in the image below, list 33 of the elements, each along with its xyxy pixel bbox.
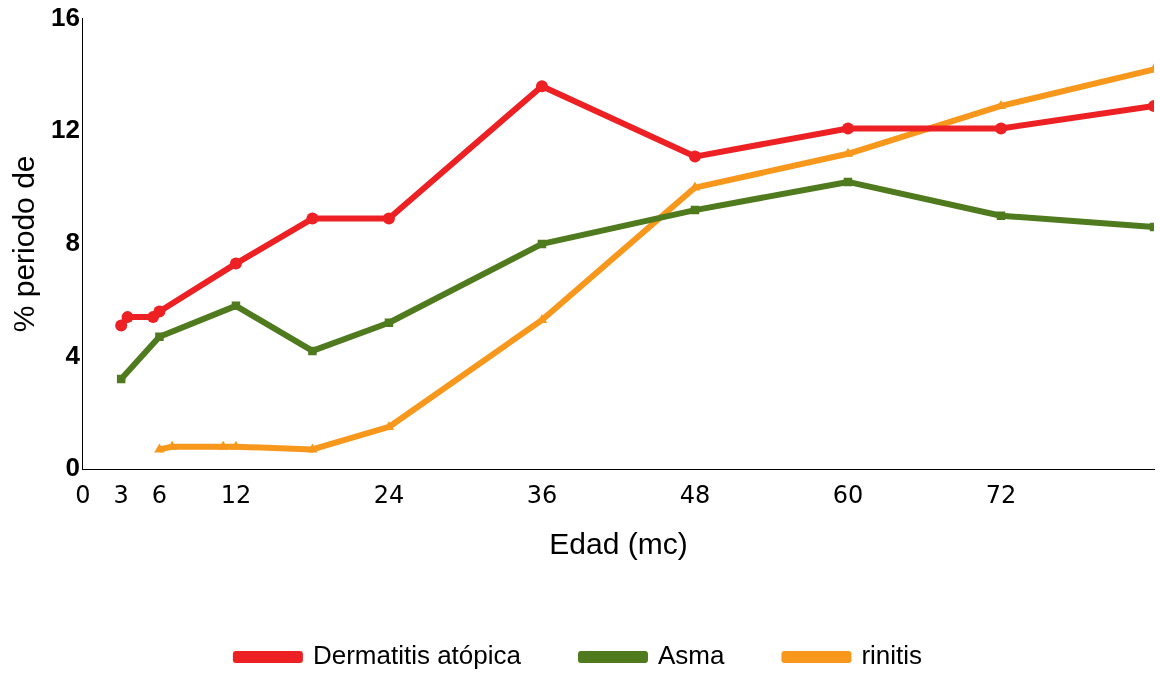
x-tick-label: 60 — [832, 480, 864, 509]
y-tick-label: 0 — [65, 452, 80, 483]
legend-label: Asma — [657, 640, 725, 671]
point — [996, 211, 1006, 220]
x-tick-label: 36 — [526, 480, 558, 509]
point — [155, 332, 164, 342]
x-tick-label: 3 — [113, 480, 129, 509]
point — [308, 346, 317, 356]
x-tick-label: 12 — [220, 480, 252, 509]
y-axis-title: % periodo de — [7, 155, 41, 333]
y-tick-label: 8 — [65, 227, 80, 258]
legend-label: Dermatitis atópica — [312, 640, 522, 671]
point — [230, 440, 242, 450]
y-tick-label: 4 — [65, 339, 81, 370]
point — [535, 80, 548, 93]
point — [841, 122, 854, 135]
point — [994, 122, 1007, 135]
point — [229, 257, 242, 270]
y-tick-label: 12 — [51, 114, 80, 145]
legend-label: rinitis — [861, 640, 923, 671]
x-tick-label: 72 — [985, 480, 1017, 509]
point — [382, 212, 395, 225]
point — [115, 319, 128, 332]
x-tick-label: 6 — [151, 480, 168, 509]
y-tick-label: 16 — [51, 1, 80, 32]
point — [217, 440, 229, 450]
x-axis-title: Edad (mc) — [549, 527, 688, 561]
x-tick-label: 48 — [679, 480, 711, 509]
point — [121, 311, 134, 324]
point — [688, 150, 701, 163]
x-tick-label: 24 — [373, 480, 405, 509]
point — [153, 305, 166, 318]
point — [306, 212, 319, 225]
